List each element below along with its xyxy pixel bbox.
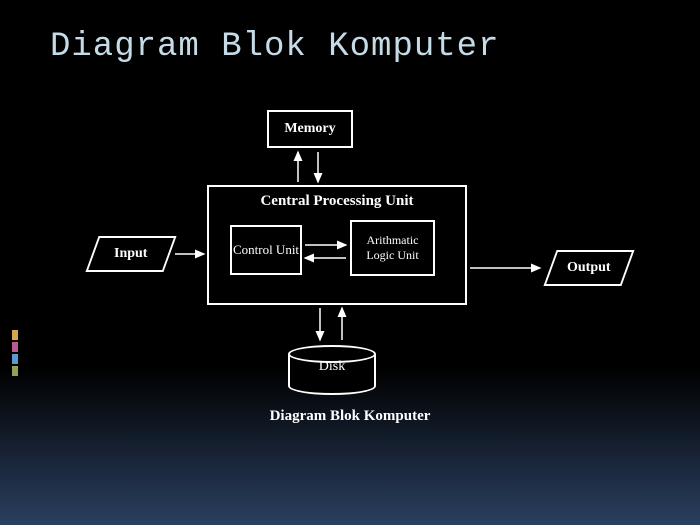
node-input: Input <box>85 236 176 272</box>
slide-title: Diagram Blok Komputer <box>50 28 499 66</box>
node-alu-label: Arithmatic Logic Unit <box>352 233 433 263</box>
node-disk: Disk <box>288 345 376 393</box>
block-diagram: Memory Central Processing Unit Control U… <box>0 110 700 490</box>
node-memory: Memory <box>267 110 353 148</box>
node-output-label: Output <box>567 260 611 276</box>
node-memory-label: Memory <box>284 121 335 137</box>
slide-decoration <box>12 330 20 380</box>
node-disk-label: Disk <box>288 359 376 375</box>
node-output: Output <box>543 250 634 286</box>
diagram-caption: Diagram Blok Komputer <box>0 408 700 425</box>
node-input-label: Input <box>114 246 147 262</box>
node-cpu-label: Central Processing Unit <box>209 193 465 210</box>
node-control-unit: Control Unit <box>230 225 302 275</box>
node-alu: Arithmatic Logic Unit <box>350 220 435 276</box>
node-control-unit-label: Control Unit <box>233 242 299 258</box>
